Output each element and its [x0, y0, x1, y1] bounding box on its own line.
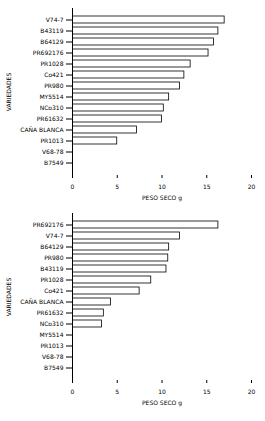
svg-text:PR1028: PR1028 [40, 60, 63, 67]
svg-text:V68-78: V68-78 [42, 148, 64, 155]
svg-text:PESO SECO g: PESO SECO g [142, 399, 182, 407]
svg-text:V74-7: V74-7 [46, 232, 64, 239]
svg-text:10: 10 [158, 388, 166, 395]
svg-text:5: 5 [115, 388, 119, 395]
svg-text:15: 15 [203, 183, 211, 190]
svg-text:B7549: B7549 [44, 159, 64, 166]
svg-text:PR1013: PR1013 [40, 137, 63, 144]
svg-text:VARIEDADES: VARIEDADES [5, 73, 12, 112]
svg-text:B7549: B7549 [44, 364, 64, 371]
svg-text:10: 10 [158, 183, 166, 190]
svg-text:PR1028: PR1028 [40, 276, 63, 283]
svg-text:B43119: B43119 [40, 265, 63, 272]
svg-text:CAÑA BLANCA: CAÑA BLANCA [20, 298, 64, 305]
svg-text:Co421: Co421 [44, 287, 63, 294]
svg-text:5: 5 [115, 183, 119, 190]
svg-text:B64129: B64129 [40, 38, 63, 45]
svg-text:V74-7: V74-7 [46, 16, 64, 23]
svg-text:PR1013: PR1013 [40, 342, 63, 349]
svg-text:VARIEDADES: VARIEDADES [5, 278, 12, 317]
svg-text:20: 20 [248, 183, 256, 190]
svg-text:PR980: PR980 [44, 254, 63, 261]
svg-text:PR980: PR980 [44, 82, 63, 89]
svg-text:PESO SECO g: PESO SECO g [142, 194, 182, 202]
svg-text:PR61632: PR61632 [37, 115, 64, 122]
svg-text:0: 0 [71, 183, 75, 190]
svg-text:0: 0 [71, 388, 75, 395]
svg-text:PR61632: PR61632 [37, 309, 64, 316]
svg-text:NCo310: NCo310 [40, 104, 64, 111]
svg-text:V68-78: V68-78 [42, 353, 64, 360]
svg-text:CAÑA BLANCA: CAÑA BLANCA [20, 126, 64, 133]
svg-text:Co421: Co421 [44, 71, 63, 78]
svg-text:MY5514: MY5514 [39, 93, 63, 100]
svg-text:MY5514: MY5514 [39, 331, 63, 338]
svg-text:20: 20 [248, 388, 256, 395]
svg-text:B64129: B64129 [40, 243, 63, 250]
svg-text:PR692176: PR692176 [33, 49, 64, 56]
svg-text:B43119: B43119 [40, 27, 63, 34]
svg-text:NCo310: NCo310 [40, 320, 64, 327]
svg-text:PR692176: PR692176 [33, 221, 64, 228]
svg-text:15: 15 [203, 388, 211, 395]
